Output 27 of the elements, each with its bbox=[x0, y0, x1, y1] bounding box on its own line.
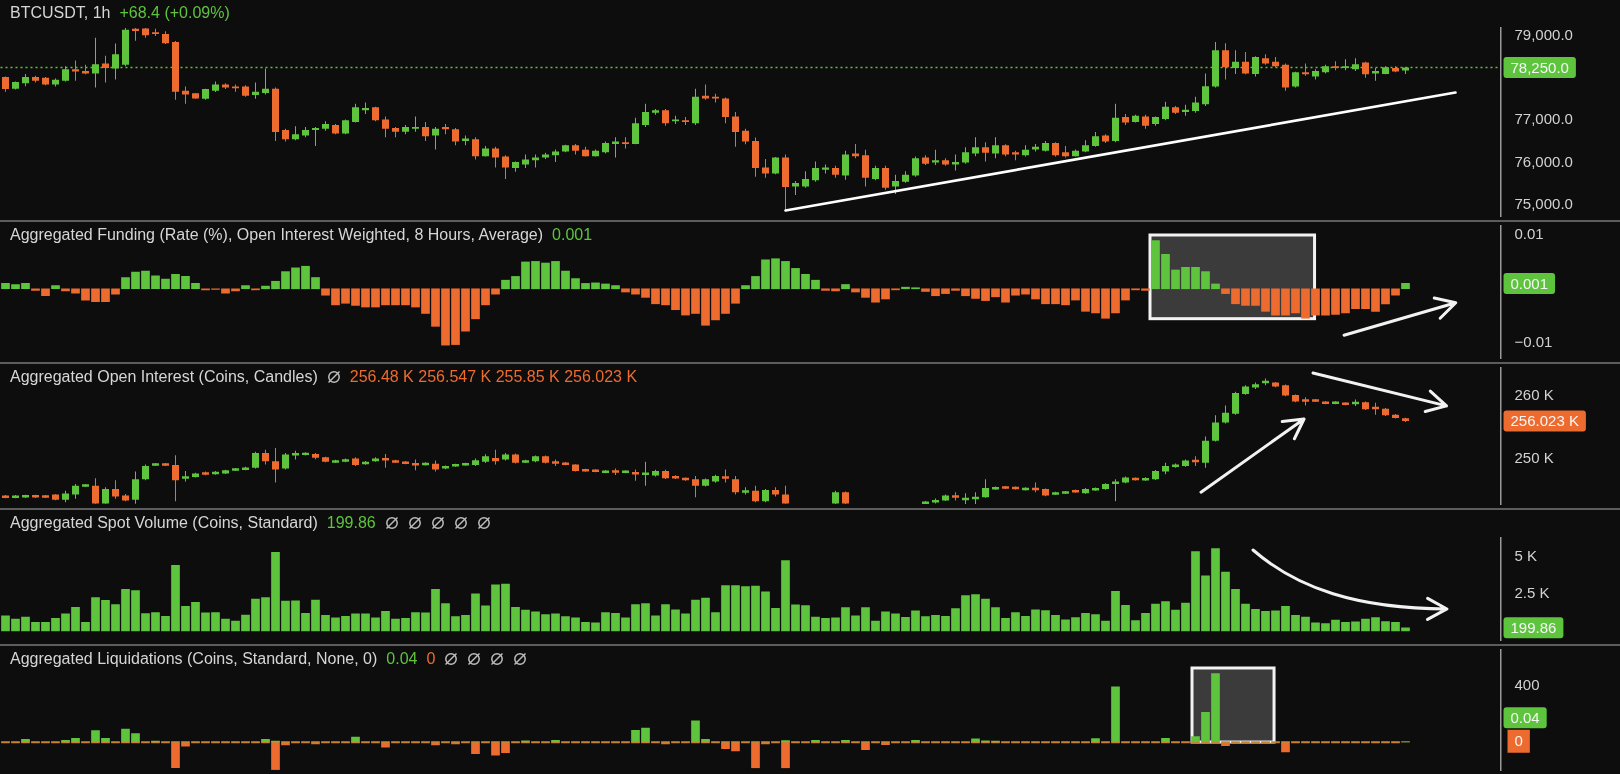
y-tick-label: 0 bbox=[1514, 731, 1523, 749]
chart-subtitle: 199.86 bbox=[326, 514, 376, 531]
chart-subtitle: 256.48 K 256.547 K 255.85 K 256.023 K bbox=[349, 368, 638, 385]
y-tick-label: 5 K bbox=[1514, 546, 1538, 564]
y-tick-label: 2.5 K bbox=[1514, 583, 1550, 601]
y-tick-label: 0.01 bbox=[1514, 225, 1544, 243]
ref-line-label: 78,250.0 bbox=[1510, 58, 1569, 76]
chart-subtitle: 0.04 0 bbox=[386, 650, 436, 667]
y-tick-label: −0.01 bbox=[1514, 332, 1553, 350]
chart-title: Aggregated Funding (Rate (%), Open Interest Weighted, 8 Hours, Average) bbox=[10, 226, 544, 243]
y-tick-label: 77,000.0 bbox=[1514, 110, 1573, 128]
y-tick-label: 76,000.0 bbox=[1514, 152, 1573, 170]
y-tick-label: 250 K bbox=[1514, 448, 1554, 466]
chart-title: BTCUSDT, 1h bbox=[10, 4, 111, 21]
chart-subtitle: 0.001 bbox=[552, 226, 593, 243]
chart-title: Aggregated Liquidations (Coins, Standard, None, 0) bbox=[10, 650, 378, 667]
chart-title: Aggregated Open Interest (Coins, Candles) bbox=[10, 368, 318, 385]
chart-title: Aggregated Spot Volume (Coins, Standard) bbox=[10, 514, 318, 531]
y-tick-label: 75,000.0 bbox=[1514, 194, 1573, 212]
text: 0.001 bbox=[1510, 274, 1549, 292]
text: 256.023 K bbox=[1510, 412, 1579, 430]
y-tick-label: 79,000.0 bbox=[1514, 26, 1573, 44]
chart-subtitle: +68.4 (+0.09%) bbox=[119, 4, 230, 21]
y-tick-label: 260 K bbox=[1514, 386, 1554, 404]
text: 0.04 bbox=[1510, 708, 1540, 726]
text: 199.86 bbox=[1510, 619, 1557, 636]
y-tick-label: 400 bbox=[1514, 676, 1540, 694]
